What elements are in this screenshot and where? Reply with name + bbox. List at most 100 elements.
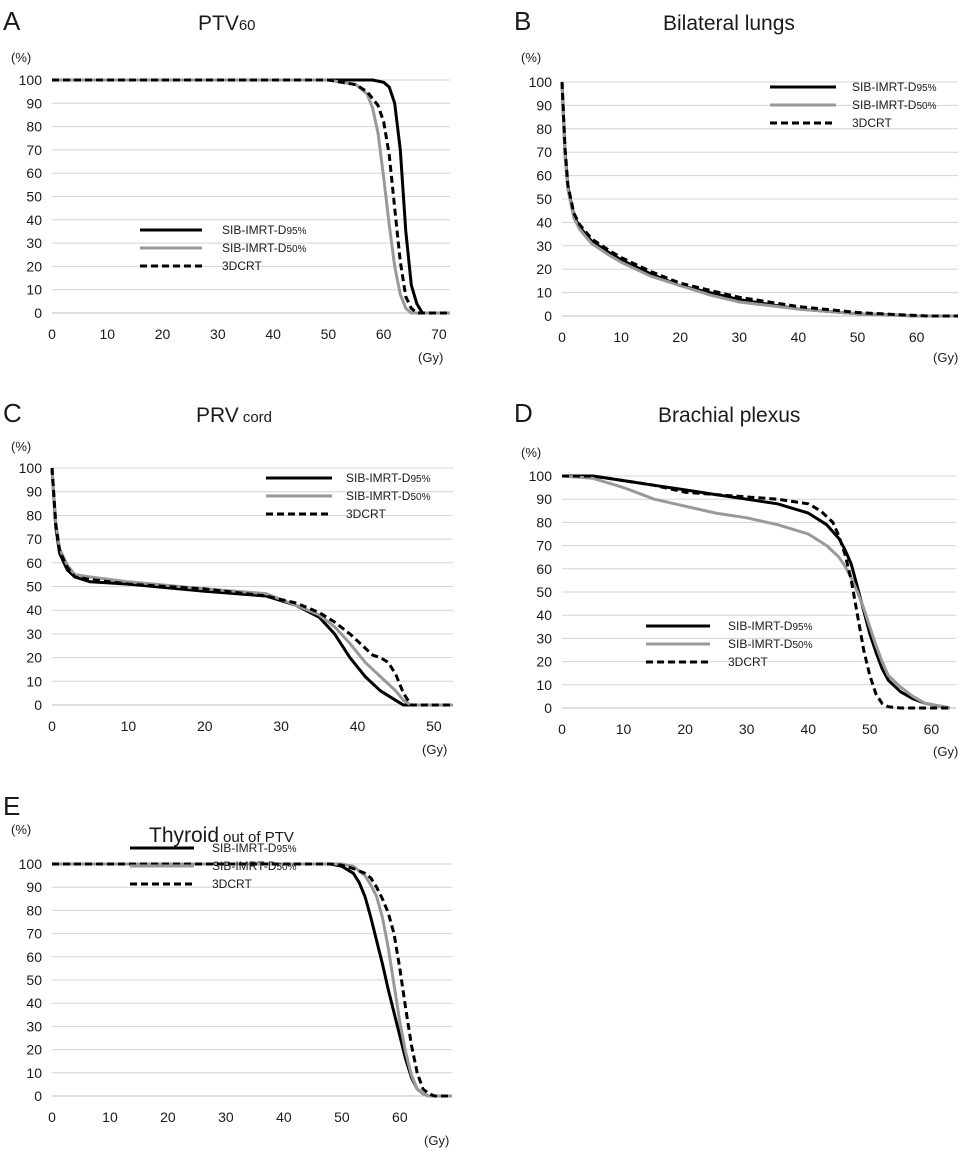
x-tick-label: 70 bbox=[431, 326, 447, 342]
y-axis-label: (%) bbox=[11, 439, 31, 454]
y-tick-label: 20 bbox=[536, 261, 552, 277]
y-tick-label: 30 bbox=[536, 238, 552, 254]
y-tick-label: 0 bbox=[34, 1088, 42, 1104]
y-tick-label: 20 bbox=[26, 650, 42, 666]
legend-label: SIB-IMRT-D50% bbox=[852, 98, 937, 112]
panel-d: D Brachial plexus (%) 0 10 20 30 40 50 60 70 80 90 10… bbox=[514, 398, 958, 759]
y-tick-label: 20 bbox=[26, 258, 42, 274]
x-tick-label: 40 bbox=[800, 721, 816, 737]
panel-letter: B bbox=[514, 6, 531, 36]
legend-label: SIB-IMRT-D95% bbox=[346, 471, 431, 485]
x-tick-label: 0 bbox=[48, 718, 56, 734]
y-tick-label: 0 bbox=[544, 308, 552, 324]
chart-title: Brachial plexus bbox=[658, 404, 800, 427]
x-tick-label: 40 bbox=[350, 718, 366, 734]
chart-title: PRV cord bbox=[196, 404, 272, 427]
y-tick-label: 10 bbox=[536, 285, 552, 301]
legend-label: SIB-IMRT-D50% bbox=[212, 859, 297, 873]
y-tick-label: 100 bbox=[529, 74, 553, 90]
x-tick-label: 20 bbox=[155, 326, 171, 342]
y-tick-label: 70 bbox=[26, 926, 42, 942]
y-axis-label: (%) bbox=[521, 445, 541, 460]
x-tick-label: 30 bbox=[218, 1109, 234, 1125]
x-tick-label: 20 bbox=[677, 721, 693, 737]
y-tick-label: 60 bbox=[26, 949, 42, 965]
y-tick-label: 50 bbox=[536, 191, 552, 207]
y-tick-label: 80 bbox=[26, 902, 42, 918]
chart-title: Bilateral lungs bbox=[663, 12, 795, 35]
y-tick-label: 10 bbox=[536, 677, 552, 693]
x-tick-label: 50 bbox=[862, 721, 878, 737]
legend-label: SIB-IMRT-D50% bbox=[222, 241, 307, 255]
x-tick-label: 20 bbox=[672, 329, 688, 345]
x-tick-label: 10 bbox=[121, 718, 137, 734]
x-tick-label: 10 bbox=[102, 1109, 118, 1125]
x-tick-label: 60 bbox=[909, 329, 925, 345]
y-tick-label: 0 bbox=[34, 697, 42, 713]
legend-label: SIB-IMRT-D95% bbox=[222, 223, 307, 237]
legend: SIB-IMRT-D95% SIB-IMRT-D50% 3DCRT bbox=[266, 471, 431, 521]
y-tick-label: 90 bbox=[536, 97, 552, 113]
panel-letter: C bbox=[3, 398, 22, 428]
x-tick-label: 0 bbox=[558, 329, 566, 345]
x-tick-label: 0 bbox=[558, 721, 566, 737]
x-tick-label: 50 bbox=[334, 1109, 350, 1125]
y-tick-label: 70 bbox=[26, 142, 42, 158]
y-tick-label: 60 bbox=[536, 168, 552, 184]
x-axis-label: (Gy) bbox=[418, 350, 443, 365]
y-tick-label: 80 bbox=[26, 507, 42, 523]
y-tick-label: 100 bbox=[19, 856, 43, 872]
y-tick-label: 70 bbox=[26, 531, 42, 547]
series-line-3dcrt bbox=[560, 81, 958, 318]
y-tick-label: 20 bbox=[536, 654, 552, 670]
y-tick-label: 80 bbox=[536, 121, 552, 137]
y-tick-label: 10 bbox=[26, 282, 42, 298]
x-axis-label: (Gy) bbox=[422, 742, 447, 757]
x-tick-label: 30 bbox=[273, 718, 289, 734]
legend-label: 3DCRT bbox=[222, 259, 262, 273]
y-tick-label: 40 bbox=[26, 602, 42, 618]
y-tick-label: 50 bbox=[26, 972, 42, 988]
panel-e: E Thyroid out of PTV (%) 0 10 20 30 40 50 60 70 80 90… bbox=[3, 791, 452, 1148]
legend: SIB-IMRT-D95% SIB-IMRT-D50% 3DCRT bbox=[770, 80, 937, 130]
panel-letter: D bbox=[514, 398, 533, 428]
y-tick-label: 90 bbox=[26, 484, 42, 500]
x-tick-label: 10 bbox=[616, 721, 632, 737]
y-tick-label: 100 bbox=[529, 468, 553, 484]
y-tick-label: 0 bbox=[34, 305, 42, 321]
x-tick-label: 60 bbox=[924, 721, 940, 737]
y-tick-label: 30 bbox=[26, 626, 42, 642]
legend: SIB-IMRT-D95% SIB-IMRT-D50% 3DCRT bbox=[140, 223, 307, 273]
x-tick-label: 30 bbox=[210, 326, 226, 342]
x-tick-label: 40 bbox=[791, 329, 807, 345]
y-axis-label: (%) bbox=[521, 50, 541, 65]
y-tick-label: 40 bbox=[536, 607, 552, 623]
y-tick-label: 90 bbox=[536, 491, 552, 507]
series-line-sib-imrt-d95- bbox=[52, 78, 450, 315]
x-tick-label: 20 bbox=[160, 1109, 176, 1125]
series-line-sib-imrt-d50- bbox=[52, 862, 452, 1098]
y-tick-label: 80 bbox=[26, 119, 42, 135]
legend-label: SIB-IMRT-D95% bbox=[212, 841, 297, 855]
y-tick-label: 40 bbox=[536, 214, 552, 230]
x-tick-label: 60 bbox=[376, 326, 392, 342]
x-tick-label: 10 bbox=[99, 326, 115, 342]
x-tick-label: 40 bbox=[276, 1109, 292, 1125]
legend-label: SIB-IMRT-D50% bbox=[728, 637, 813, 651]
x-tick-label: 0 bbox=[48, 1109, 56, 1125]
chart-title: Thyroid out of PTV bbox=[149, 824, 294, 847]
chart-title: PTV60 bbox=[198, 12, 256, 35]
series-line-3dcrt bbox=[50, 467, 453, 707]
series-line-sib-imrt-d95- bbox=[562, 474, 951, 710]
legend-label: 3DCRT bbox=[852, 116, 892, 130]
y-tick-label: 60 bbox=[536, 561, 552, 577]
y-tick-label: 0 bbox=[544, 700, 552, 716]
legend-label: 3DCRT bbox=[212, 877, 252, 891]
y-tick-label: 90 bbox=[26, 95, 42, 111]
y-tick-label: 70 bbox=[536, 538, 552, 554]
x-axis-label: (Gy) bbox=[933, 350, 958, 365]
y-tick-label: 10 bbox=[26, 673, 42, 689]
series-line-3dcrt bbox=[52, 78, 450, 315]
legend-label: 3DCRT bbox=[346, 507, 386, 521]
